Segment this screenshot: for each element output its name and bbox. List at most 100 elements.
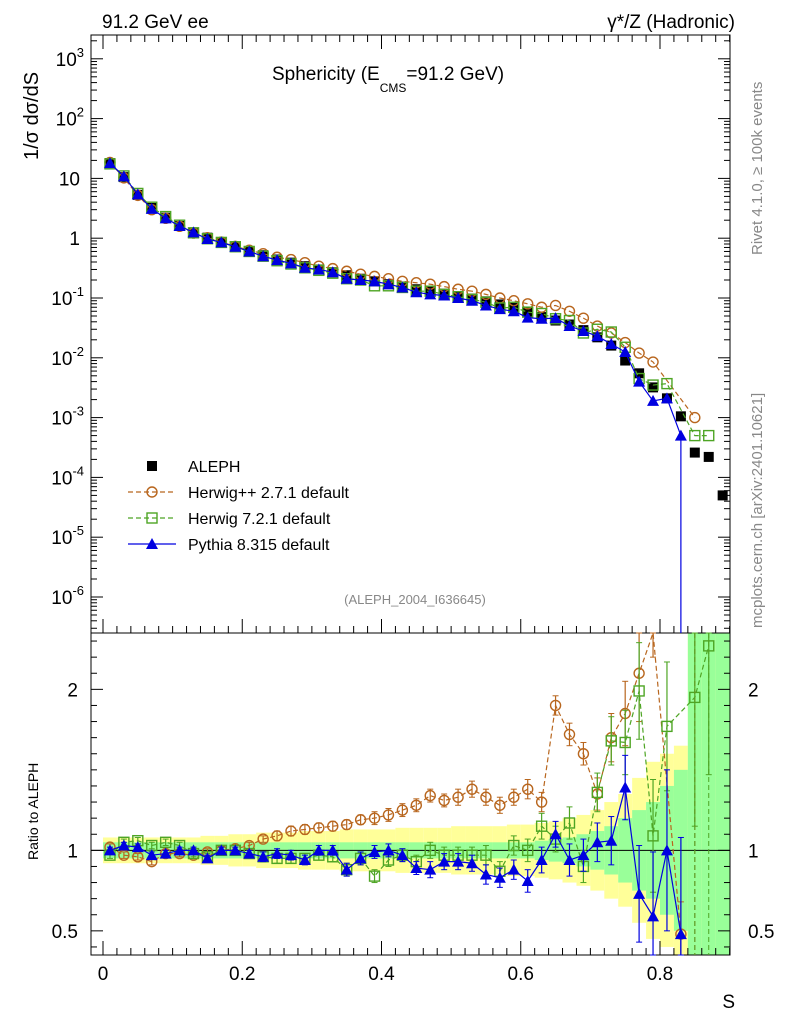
- point-pythia: [103, 157, 116, 169]
- ratio-point-pythia: [507, 863, 520, 875]
- point-aleph: [717, 490, 728, 501]
- point-herwigpp: [563, 305, 576, 317]
- y-tick-label: 10-3: [51, 404, 84, 430]
- ratio-point-herwigpp: [410, 799, 423, 811]
- point-aleph: [648, 382, 659, 393]
- point-pythia: [145, 202, 158, 214]
- ratio-point-pythia: [493, 871, 506, 883]
- ratio-point-herwigpp: [522, 783, 534, 795]
- point-pythia: [647, 394, 660, 406]
- point-pythia: [549, 312, 562, 324]
- ratio-point-pythia: [243, 847, 256, 859]
- ratio-point-herwig7: [522, 844, 534, 857]
- point-pythia: [131, 188, 144, 200]
- ratio-point-herwigpp: [438, 794, 450, 807]
- y-tick-label: 1: [69, 229, 80, 250]
- x-tick-label: 0.8: [647, 964, 673, 985]
- point-aleph: [620, 355, 631, 366]
- ratio-point-pythia: [187, 844, 200, 856]
- ratio-point-herwigpp: [452, 791, 464, 803]
- point-pythia: [507, 305, 520, 317]
- ratio-point-herwigpp: [271, 830, 283, 842]
- ratio-point-pythia: [326, 844, 339, 856]
- point-pythia: [201, 232, 214, 244]
- ratio-point-herwigpp: [396, 804, 409, 816]
- point-pythia: [368, 275, 381, 287]
- mcplots-label: mcplots.cern.ch [arXiv:2401.10621]: [749, 393, 766, 628]
- legend-label-herwig7: Herwig 7.2.1 default: [188, 511, 331, 528]
- ratio-point-herwigpp: [466, 783, 478, 795]
- ratio-y-tick-label: 1: [67, 841, 78, 862]
- legend-marker-aleph: [147, 461, 157, 471]
- point-pythia: [243, 245, 256, 257]
- ratio-point-pythia: [354, 852, 367, 864]
- point-pythia: [257, 250, 270, 262]
- point-pythia: [438, 289, 451, 301]
- legend-item-aleph: ALEPH: [147, 459, 240, 476]
- point-pythia: [312, 263, 325, 275]
- ratio-point-pythia: [605, 834, 618, 846]
- ratio-point-herwigpp: [549, 699, 562, 712]
- ratio-point-pythia: [340, 863, 353, 875]
- ratio-point-pythia: [131, 841, 144, 853]
- series-aleph: [104, 158, 728, 501]
- y-axis-label: 1/σ dσ/dS: [21, 72, 43, 160]
- ratio-point-herwigpp: [257, 833, 269, 845]
- analysis-id: (ALEPH_2004_I636645): [344, 592, 486, 607]
- ratio-point-herwigpp: [299, 823, 311, 836]
- ratio-point-herwigpp: [313, 822, 325, 834]
- y-tick-label: 10-2: [51, 344, 84, 370]
- point-pythia: [410, 286, 423, 298]
- ratio-point-herwig7: [605, 735, 617, 747]
- ratio-point-herwig7: [647, 830, 659, 842]
- point-pythia: [326, 266, 339, 278]
- y-tick-label: 10: [59, 169, 80, 190]
- point-pythia: [159, 212, 172, 224]
- point-herwig7: [689, 429, 701, 442]
- ratio-point-pythia: [674, 928, 687, 940]
- point-herwig7: [605, 326, 617, 338]
- ratio-point-herwigpp: [382, 809, 395, 821]
- point-pythia: [563, 320, 576, 332]
- point-pythia: [493, 303, 506, 315]
- band-inner: [715, 633, 730, 955]
- ratio-point-pythia: [284, 849, 297, 861]
- point-herwigpp: [549, 299, 562, 312]
- ratio-point-pythia: [103, 844, 116, 856]
- ratio-point-pythia: [577, 849, 590, 861]
- point-pythia: [452, 291, 465, 303]
- ratio-point-herwigpp: [327, 820, 339, 832]
- y-tick-label: 10-5: [51, 523, 84, 549]
- series-pythia: [103, 157, 687, 441]
- ratio-point-herwig7: [508, 839, 520, 852]
- point-pythia: [521, 311, 534, 323]
- ratio-point-pythia: [563, 854, 576, 866]
- chart-title: Sphericity (ECMS=91.2 GeV): [272, 64, 504, 95]
- legend-item-herwigpp: Herwig++ 2.7.1 default: [128, 485, 350, 502]
- ratio-point-pythia: [215, 844, 228, 856]
- ratio-point-herwigpp: [480, 791, 492, 803]
- ratio-point-herwigpp: [354, 814, 367, 826]
- ratio-point-pythia: [549, 828, 562, 840]
- ratio-point-herwigpp: [285, 825, 297, 837]
- ratio-y-tick-label-right: 2: [748, 680, 759, 701]
- aleph-uncertainty-bands: [103, 633, 730, 955]
- ratio-point-pythia: [368, 845, 381, 857]
- ratio-point-herwig7: [661, 720, 673, 733]
- point-pythia: [674, 429, 687, 441]
- ratio-point-pythia: [271, 847, 284, 859]
- point-pythia: [229, 240, 242, 252]
- ratio-point-pythia: [438, 855, 451, 867]
- point-herwigpp: [647, 356, 659, 368]
- process-label: γ*/Z (Hadronic): [607, 12, 735, 33]
- point-pythia: [271, 254, 284, 266]
- data-marks: [103, 156, 728, 956]
- ratio-point-herwig7: [424, 844, 436, 857]
- ratio-point-pythia: [452, 855, 465, 867]
- point-pythia: [173, 219, 186, 231]
- ratio-point-herwigpp: [508, 791, 520, 803]
- ratio-point-pythia: [257, 850, 270, 862]
- ratio-y-tick-label: 2: [67, 680, 78, 701]
- point-herwigpp: [577, 312, 590, 324]
